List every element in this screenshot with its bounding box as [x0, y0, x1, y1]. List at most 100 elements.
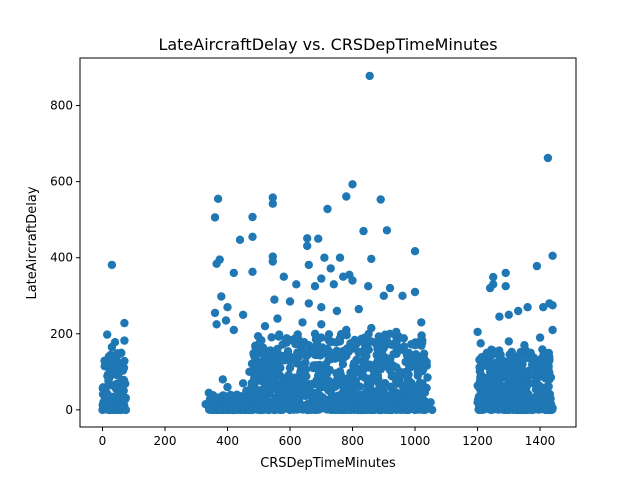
- data-point: [376, 363, 385, 373]
- data-point: [238, 310, 248, 319]
- data-point: [117, 348, 126, 357]
- data-point: [117, 390, 126, 399]
- data-point-dense: [344, 400, 354, 410]
- data-point-dense: [410, 382, 419, 391]
- data-point: [329, 352, 338, 361]
- data-point: [348, 180, 357, 189]
- y-tick-label: 400: [50, 251, 73, 265]
- data-point: [514, 306, 523, 316]
- data-point: [495, 312, 504, 321]
- data-point-dense: [337, 389, 347, 398]
- data-point: [232, 390, 242, 399]
- data-point-dense: [274, 332, 283, 341]
- data-point: [385, 329, 395, 338]
- data-point: [238, 379, 248, 388]
- data-point-dense: [274, 397, 284, 407]
- data-point: [304, 341, 313, 350]
- data-point-dense: [273, 369, 282, 378]
- data-point: [364, 379, 373, 388]
- data-point-dense: [325, 404, 334, 414]
- data-point: [474, 405, 484, 415]
- data-point: [229, 268, 238, 278]
- data-point-dense: [344, 347, 353, 356]
- data-point-dense: [335, 367, 345, 376]
- data-point: [535, 333, 545, 342]
- x-axis-label: CRSDepTimeMinutes: [260, 456, 396, 471]
- data-point-dense: [418, 384, 427, 393]
- data-point-dense: [268, 397, 277, 406]
- data-point: [226, 398, 235, 407]
- data-point: [359, 226, 368, 236]
- data-point: [110, 405, 120, 415]
- data-point: [301, 386, 310, 396]
- data-point: [410, 405, 420, 415]
- data-point: [210, 213, 220, 222]
- data-point-dense: [544, 389, 553, 398]
- data-point: [532, 261, 542, 271]
- data-point-dense: [379, 386, 388, 395]
- data-point-dense: [374, 332, 383, 341]
- data-point: [212, 259, 221, 268]
- data-point: [545, 375, 554, 384]
- data-point: [292, 337, 301, 346]
- data-point: [101, 386, 110, 396]
- data-point: [542, 352, 551, 361]
- data-point-dense: [386, 354, 395, 363]
- y-axis-ticks: 0 200 400 600 800: [50, 99, 80, 417]
- x-tick-label: 200: [154, 434, 177, 448]
- data-point: [276, 390, 285, 399]
- data-point: [548, 251, 557, 260]
- data-point-dense: [414, 366, 424, 375]
- data-point: [310, 282, 320, 291]
- data-point: [504, 371, 513, 380]
- data-point: [351, 367, 360, 376]
- axes-frame: [79, 57, 577, 428]
- data-point: [401, 382, 410, 392]
- data-point-dense: [401, 357, 410, 367]
- data-point: [221, 316, 231, 325]
- data-point: [314, 234, 323, 243]
- data-point-dense: [120, 356, 129, 366]
- data-point: [410, 287, 420, 297]
- data-point: [428, 405, 437, 415]
- data-point: [112, 356, 121, 365]
- data-point-dense: [477, 371, 486, 380]
- data-point: [218, 375, 227, 384]
- data-point-dense: [417, 331, 426, 340]
- data-point-dense: [299, 362, 308, 371]
- data-point: [476, 339, 485, 348]
- data-point: [292, 280, 301, 289]
- data-point: [98, 405, 107, 415]
- data-point: [257, 360, 267, 369]
- data-point-dense: [285, 405, 294, 414]
- data-point: [379, 291, 388, 300]
- data-point: [251, 352, 260, 361]
- data-point: [245, 367, 254, 376]
- data-point: [229, 325, 238, 335]
- data-point: [292, 401, 301, 411]
- data-point: [482, 382, 492, 392]
- data-point: [367, 337, 376, 346]
- data-points: [98, 71, 557, 415]
- data-point: [329, 280, 338, 289]
- data-point: [326, 264, 335, 273]
- data-point: [360, 333, 370, 342]
- data-point: [348, 341, 357, 350]
- data-point: [532, 360, 542, 369]
- data-point: [213, 394, 223, 403]
- data-point: [107, 342, 117, 352]
- data-point-dense: [358, 357, 367, 367]
- data-point: [339, 272, 348, 281]
- data-point-dense: [385, 364, 394, 374]
- data-point: [248, 267, 257, 276]
- data-point: [520, 341, 529, 350]
- data-point: [320, 253, 329, 262]
- data-point: [204, 388, 213, 397]
- data-point: [314, 371, 323, 380]
- data-point: [254, 394, 263, 403]
- data-point: [342, 192, 351, 201]
- y-tick-label: 600: [50, 175, 73, 189]
- data-point-dense: [395, 405, 404, 414]
- data-point-dense: [247, 378, 257, 387]
